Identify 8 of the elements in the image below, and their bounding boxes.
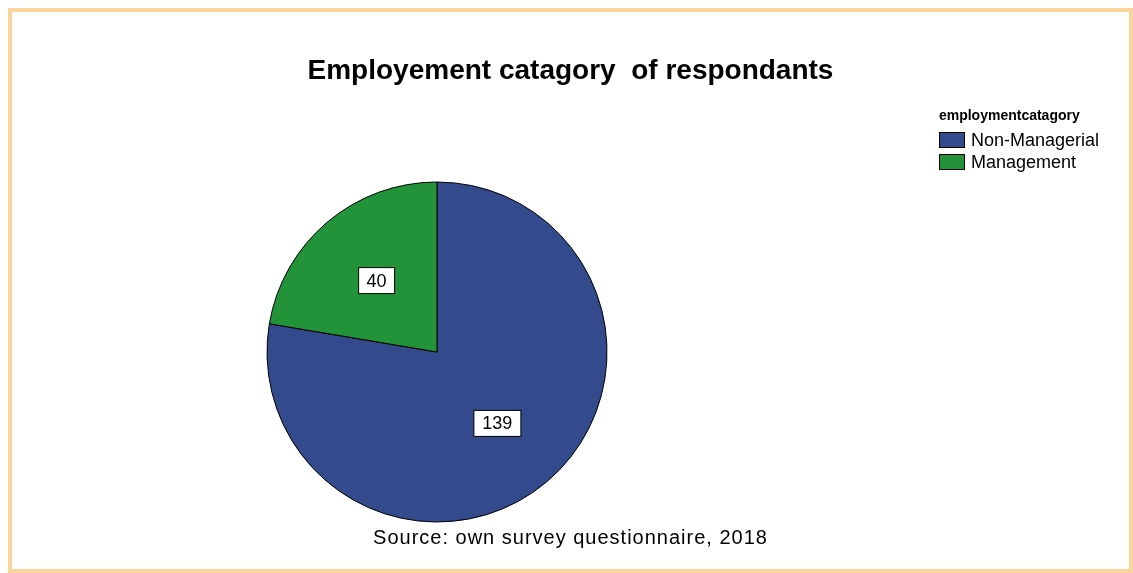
legend-label: Non-Managerial [970,129,1099,151]
pie-slice [266,181,608,523]
source-note: Source: own survey questionnaire, 2018 [372,526,769,549]
data-label: 139 [482,413,513,434]
chart-title: Employement catagory of respondants [306,54,835,86]
data-label: 40 [366,270,387,291]
legend-title: employmentcatagory [938,107,1081,123]
legend-label: Management [970,151,1076,173]
